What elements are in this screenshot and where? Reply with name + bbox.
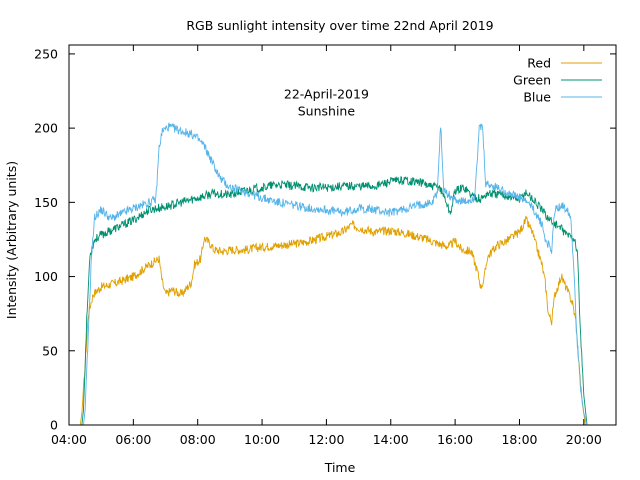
x-tick-label: 10:00 (244, 432, 280, 447)
y-tick-label: 100 (34, 269, 58, 284)
series-line-green (81, 176, 588, 426)
series-line-red (79, 215, 586, 426)
y-tick-label: 150 (34, 195, 58, 210)
y-axis-label: Intensity (Arbitrary units) (4, 161, 19, 319)
y-tick-label: 250 (34, 46, 58, 61)
legend-label-green: Green (513, 73, 551, 88)
x-axis-label: Time (324, 460, 356, 475)
series-layer (79, 122, 588, 426)
legend: Red Green Blue (513, 56, 602, 105)
series-line-blue (83, 122, 588, 426)
chart-title: RGB sunlight intensity over time 22nd Ap… (186, 18, 493, 33)
annotation-date: 22-April-2019 (284, 86, 369, 101)
x-tick-label: 18:00 (501, 432, 537, 447)
x-tick-label: 04:00 (51, 432, 87, 447)
axis-ticks: 04:00 06:00 08:00 10:00 12:00 14:00 16:00 18:00… (34, 45, 616, 447)
x-tick-label: 06:00 (115, 432, 151, 447)
y-tick-label: 0 (50, 418, 58, 433)
legend-label-red: Red (527, 56, 551, 71)
x-tick-label: 14:00 (373, 432, 409, 447)
x-tick-label: 20:00 (566, 432, 602, 447)
legend-label-blue: Blue (523, 90, 551, 105)
y-tick-label: 50 (42, 343, 58, 358)
x-tick-label: 16:00 (437, 432, 473, 447)
plot-frame (68, 44, 617, 426)
x-tick-label: 12:00 (308, 432, 344, 447)
x-tick-label: 08:00 (180, 432, 216, 447)
y-tick-label: 200 (34, 121, 58, 136)
annotation-sunshine: Sunshine (298, 103, 356, 118)
